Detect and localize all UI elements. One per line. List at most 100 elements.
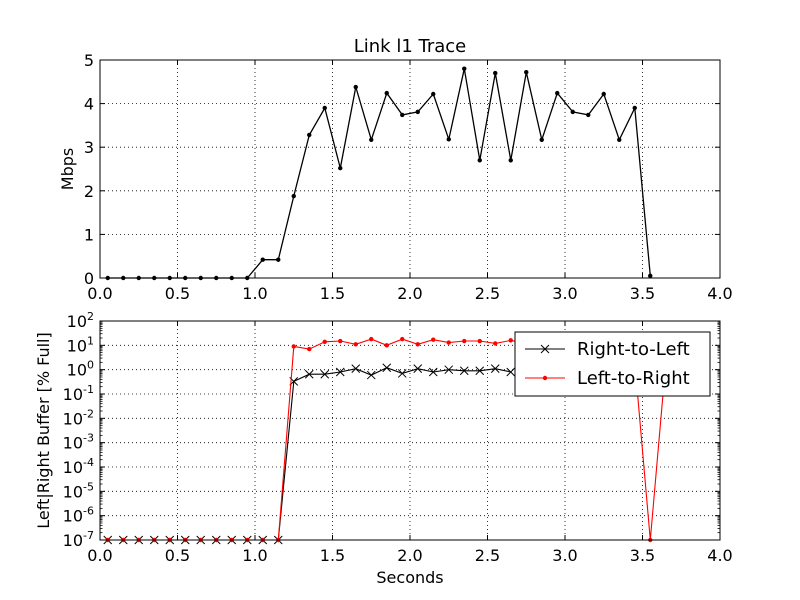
buffer-chart: Right-to-Left Left-to-Right 0.0 0.5 1.0 1.5 2… — [34, 310, 733, 587]
bottom-y-tick-label: 101 — [67, 334, 94, 355]
x-marker-stroke — [351, 364, 361, 374]
x-marker-stroke — [413, 364, 423, 374]
x-marker-stroke — [428, 367, 438, 377]
throughput-point — [462, 66, 467, 71]
bottom-x-tick-label: 1.5 — [320, 546, 345, 565]
legend-marker — [542, 375, 548, 381]
top-x-tick-label: 3.0 — [552, 284, 577, 303]
throughput-point — [260, 257, 265, 262]
bottom-y-tick-label: 102 — [67, 310, 94, 331]
top-x-tick-label: 4.0 — [707, 284, 732, 303]
bottom-x-tick-label: 4.0 — [707, 546, 732, 565]
x-marker-stroke — [444, 365, 454, 375]
buffer-point — [493, 341, 498, 346]
top-ticks: 0.0 0.5 1.0 1.5 2.0 2.5 3.0 3.5 4.0 0 1 2 3 4 5 — [84, 51, 733, 303]
x-axis-label: Seconds — [376, 568, 443, 587]
throughput-point — [617, 137, 622, 142]
throughput-point — [477, 158, 482, 163]
throughput-point — [307, 132, 312, 138]
throughput-point — [276, 257, 281, 262]
bottom-y-tick-label: 10-6 — [63, 505, 94, 526]
top-x-tick-label: 0.0 — [87, 284, 112, 303]
top-y-axis-label: Mbps — [58, 148, 77, 190]
buffer-point — [353, 342, 358, 347]
bottom-x-tick-label: 3.5 — [630, 546, 655, 565]
legend-label: Right-to-Left — [577, 339, 690, 360]
buffer-point — [508, 338, 513, 343]
bottom-x-tick-label: 1.0 — [242, 546, 267, 565]
throughput-point — [384, 90, 389, 96]
top-x-tick-label: 3.5 — [630, 284, 655, 303]
bottom-y-tick-label: 10-7 — [63, 529, 94, 550]
throughput-point — [601, 91, 606, 97]
x-marker-stroke — [397, 369, 407, 378]
throughput-point — [291, 193, 296, 199]
throughput-point — [400, 112, 405, 118]
throughput-point — [322, 105, 327, 111]
top-grid — [100, 60, 720, 278]
throughput-point — [446, 137, 451, 142]
x-marker-stroke — [506, 367, 516, 377]
buffer-point — [369, 336, 374, 342]
bottom-y-axis-label: Left|Right Buffer [% Full] — [34, 332, 53, 529]
bottom-y-tick-label: 10-2 — [63, 407, 94, 428]
throughput-point — [524, 70, 529, 75]
throughput-point — [648, 273, 653, 279]
bottom-ticks: 0.0 0.5 1.0 1.5 2.0 2.5 3.0 3.5 4.0 102 101 100 10-1… — [63, 310, 733, 565]
throughput-point — [539, 137, 544, 142]
bottom-y-tick-label: 10-5 — [63, 480, 94, 501]
bottom-x-tick-label: 2.0 — [397, 546, 422, 565]
top-y-tick-label: 0 — [84, 269, 94, 288]
buffer-point — [338, 338, 343, 344]
legend-box — [514, 331, 711, 397]
bottom-y-tick-label: 100 — [67, 359, 94, 380]
buffer-point — [462, 338, 467, 344]
x-marker-stroke — [320, 369, 330, 379]
chart-title: Link l1 Trace — [354, 36, 467, 57]
throughput-point — [353, 84, 358, 90]
buffer-point — [446, 340, 451, 345]
top-x-tick-label: 0.5 — [165, 284, 190, 303]
throughput-point — [369, 137, 374, 142]
throughput-point — [586, 112, 591, 118]
top-x-tick-label: 1.0 — [242, 284, 267, 303]
throughput-point — [415, 109, 420, 115]
throughput-point — [570, 109, 575, 115]
throughput-chart: 0.0 0.5 1.0 1.5 2.0 2.5 3.0 3.5 4.0 0 1 2 3 4 5 Link l… — [58, 36, 733, 303]
throughput-point — [555, 90, 560, 96]
legend-label: Left-to-Right — [577, 368, 690, 389]
x-marker-stroke — [366, 370, 376, 380]
throughput-point — [493, 70, 498, 76]
buffer-point — [431, 337, 436, 342]
buffer-point — [477, 338, 482, 344]
throughput-point — [632, 105, 637, 111]
x-marker-stroke — [335, 367, 345, 377]
buffer-point — [384, 343, 389, 348]
bottom-y-tick-label: 10-1 — [63, 383, 94, 404]
top-y-tick-label: 1 — [84, 225, 94, 244]
bottom-y-tick-label: 10-3 — [63, 432, 94, 453]
buffer-point — [322, 339, 327, 344]
x-marker-stroke — [490, 364, 500, 374]
top-x-tick-label: 2.5 — [475, 284, 500, 303]
x-marker-stroke — [459, 366, 469, 376]
buffer-point — [291, 344, 296, 349]
top-y-tick-label: 4 — [84, 95, 94, 114]
throughput-point — [508, 158, 513, 163]
throughput-point — [338, 165, 343, 171]
top-y-tick-label: 5 — [84, 51, 94, 70]
x-marker-stroke — [475, 366, 485, 376]
bottom-x-tick-label: 3.0 — [552, 546, 577, 565]
top-x-tick-label: 1.5 — [320, 284, 345, 303]
x-marker-stroke — [304, 369, 314, 379]
x-marker-stroke — [382, 363, 392, 373]
throughput-point — [431, 91, 436, 97]
top-y-tick-label: 3 — [84, 138, 94, 157]
bottom-y-tick-label: 10-4 — [63, 456, 94, 477]
bottom-x-tick-label: 0.0 — [87, 546, 112, 565]
x-marker-stroke — [540, 344, 550, 354]
top-x-tick-label: 2.0 — [397, 284, 422, 303]
buffer-point — [400, 336, 405, 342]
